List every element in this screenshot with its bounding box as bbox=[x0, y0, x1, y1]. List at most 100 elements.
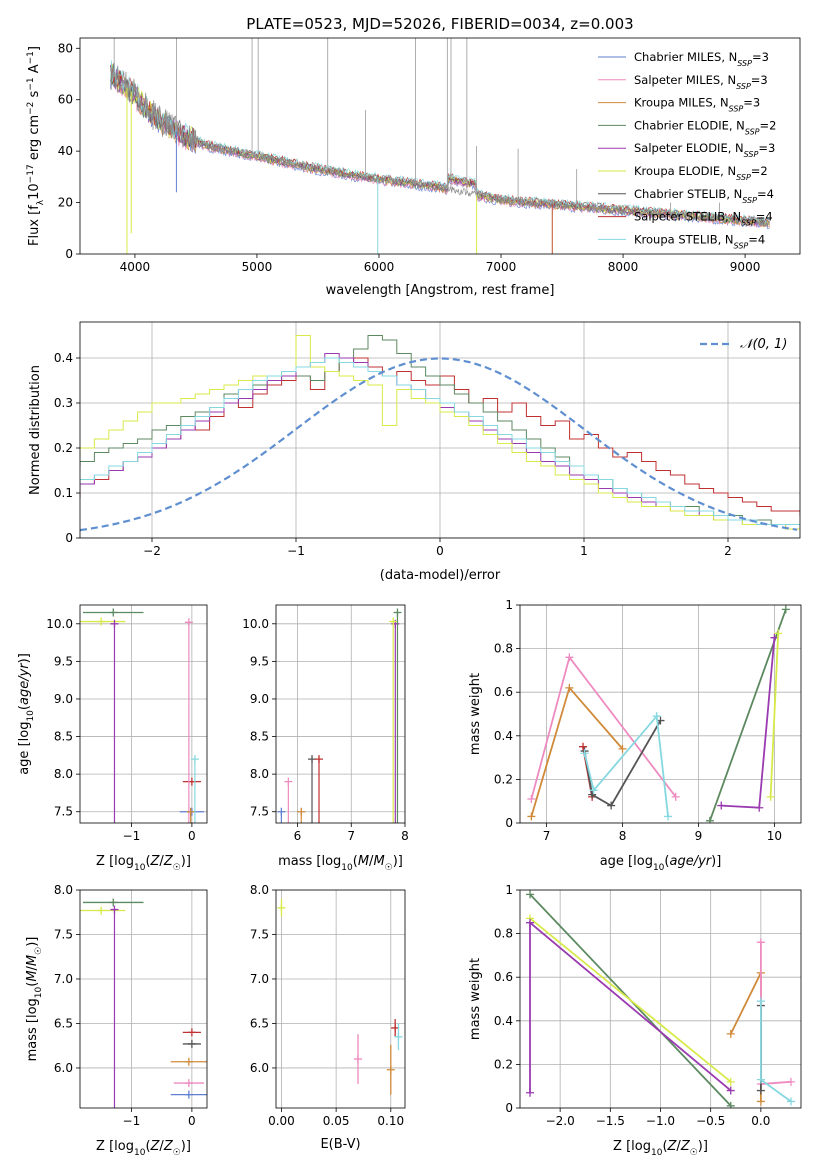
x-tick-label: −1.0 bbox=[646, 1114, 675, 1128]
x-axis-label: Z [log10(Z/Z☉)] bbox=[96, 1139, 191, 1158]
x-tick-label: 1 bbox=[580, 544, 588, 558]
y-tick-label: 80 bbox=[58, 41, 73, 55]
axes-residuals: −2 −1 0 1 2 0 0.1 0.2 0.3 0.4 (data-model)/error No… bbox=[28, 321, 801, 583]
histogram-step bbox=[80, 335, 800, 530]
data-point bbox=[756, 938, 765, 947]
y-tick-label: 0.8 bbox=[494, 927, 513, 941]
plot-area bbox=[80, 890, 207, 1108]
y-tick-label: 1 bbox=[505, 598, 513, 612]
data-point bbox=[353, 1055, 362, 1064]
series-line bbox=[583, 720, 662, 807]
data-point bbox=[652, 712, 661, 721]
axes-frame bbox=[79, 604, 208, 824]
x-tick-label: −2 bbox=[143, 544, 161, 558]
data-point bbox=[527, 795, 536, 804]
y-tick-label: 0 bbox=[505, 1101, 513, 1115]
x-axis-label: age [log10(age/yr)] bbox=[600, 854, 722, 873]
data-point bbox=[277, 807, 286, 816]
x-tick-label: 8 bbox=[619, 829, 627, 843]
data-point bbox=[756, 997, 765, 1006]
y-tick-label: 0.6 bbox=[494, 685, 513, 699]
data-point bbox=[389, 617, 398, 626]
y-tick-label: 0 bbox=[65, 247, 73, 261]
data-point bbox=[186, 807, 195, 816]
plot-area bbox=[520, 605, 801, 823]
data-point bbox=[315, 755, 323, 764]
data-point bbox=[717, 801, 726, 810]
y-tick-label: 6.0 bbox=[250, 1061, 269, 1075]
x-axis-label: Z [log10(Z/Z☉)] bbox=[613, 1139, 708, 1158]
x-tick-label: 0.00 bbox=[268, 1114, 295, 1128]
data-point bbox=[766, 792, 775, 801]
y-tick-label: 0.8 bbox=[494, 642, 513, 656]
axes-mass-vs-Z: −1 0 6.0 6.5 7.0 7.5 8.0 Z [log10(Z/Z☉)] mass [l… bbox=[25, 883, 208, 1158]
data-point bbox=[781, 605, 790, 614]
x-tick-label: 8000 bbox=[608, 260, 639, 274]
data-point bbox=[184, 1057, 193, 1066]
axes-frame bbox=[519, 604, 802, 824]
y-tick-label: 20 bbox=[58, 196, 73, 210]
y-tick-label: 8.5 bbox=[54, 730, 73, 744]
x-tick-label: 6 bbox=[294, 829, 302, 843]
data-point bbox=[97, 617, 106, 626]
legend-entry: Chabrier ELODIE, NSSP=2 bbox=[634, 118, 776, 136]
x-tick-label: 9000 bbox=[730, 260, 761, 274]
y-tick-label: 7.5 bbox=[54, 805, 73, 819]
axes-age-vs-mass: 6 7 8 7.5 8.0 8.5 9.0 9.5 10.0 mass [log10(M/M☉)] bbox=[242, 604, 409, 873]
y-tick-label: 9.0 bbox=[250, 692, 269, 706]
x-tick-label: 0.0 bbox=[751, 1114, 770, 1128]
y-tick-label: 9.5 bbox=[54, 654, 73, 668]
data-point bbox=[190, 755, 199, 764]
data-point bbox=[109, 608, 118, 617]
y-tick-label: 0.3 bbox=[54, 396, 73, 410]
gaussian-curve bbox=[80, 357, 798, 532]
x-tick-label: 7 bbox=[543, 829, 551, 843]
data-point bbox=[786, 1097, 795, 1106]
data-point bbox=[187, 1028, 196, 1037]
legend-entry: Salpeter MILES, NSSP=3 bbox=[634, 73, 768, 91]
y-tick-label: 6.5 bbox=[54, 1016, 73, 1030]
y-tick-label: 8.5 bbox=[250, 730, 269, 744]
y-axis-label: mass weight bbox=[468, 673, 483, 755]
axes-frame bbox=[519, 889, 802, 1109]
axes-frame bbox=[275, 604, 406, 824]
x-tick-label: 8 bbox=[401, 829, 409, 843]
data-point bbox=[184, 1090, 193, 1099]
y-tick-label: 10.0 bbox=[46, 617, 73, 631]
axes-age-vs-Z: −1 0 7.5 8.0 8.5 9.0 9.5 10.0 Z [log10(Z/Z☉)] age… bbox=[17, 604, 208, 873]
data-point bbox=[580, 749, 589, 758]
data-point bbox=[756, 1086, 765, 1095]
data-point bbox=[705, 816, 714, 823]
data-point bbox=[671, 792, 680, 801]
x-tick-label: 7 bbox=[347, 829, 355, 843]
x-tick-label: 0 bbox=[188, 829, 196, 843]
x-tick-label: 10 bbox=[767, 829, 782, 843]
data-point bbox=[726, 1086, 735, 1095]
y-tick-label: 7.0 bbox=[54, 972, 73, 986]
y-tick-label: 6.0 bbox=[54, 1061, 73, 1075]
y-tick-label: 0.2 bbox=[494, 772, 513, 786]
y-tick-label: 0 bbox=[505, 816, 513, 830]
data-point bbox=[726, 1077, 735, 1086]
y-tick-label: 7.5 bbox=[250, 805, 269, 819]
legend-entry: Chabrier MILES, NSSP=3 bbox=[634, 50, 769, 68]
x-axis-label: mass [log10(M/M☉)] bbox=[278, 854, 403, 873]
data-point bbox=[308, 755, 317, 764]
data-point bbox=[726, 1029, 735, 1038]
data-point bbox=[184, 618, 193, 627]
figure-title: PLATE=0523, MJD=52026, FIBERID=0034, z=0… bbox=[246, 15, 633, 33]
data-point bbox=[664, 812, 673, 821]
x-tick-label: −1 bbox=[123, 829, 141, 843]
y-tick-label: 0.6 bbox=[494, 970, 513, 984]
data-point bbox=[110, 905, 119, 914]
plot-area bbox=[80, 605, 207, 823]
y-tick-label: 0.4 bbox=[494, 729, 513, 743]
y-tick-label: 7.5 bbox=[54, 927, 73, 941]
plot-area bbox=[520, 890, 801, 1108]
legend-entry: 𝒩(0, 1) bbox=[740, 337, 787, 352]
y-tick-label: 9.0 bbox=[54, 692, 73, 706]
y-tick-label: 8.0 bbox=[54, 767, 73, 781]
legend: 𝒩(0, 1) bbox=[700, 337, 787, 352]
data-point bbox=[565, 653, 574, 662]
data-point bbox=[588, 790, 597, 799]
